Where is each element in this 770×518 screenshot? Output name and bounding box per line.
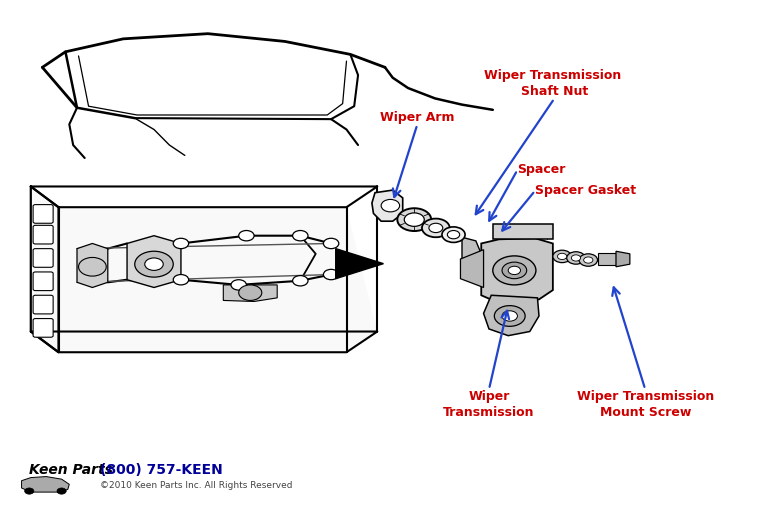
Circle shape xyxy=(173,238,189,249)
Circle shape xyxy=(145,258,163,270)
Circle shape xyxy=(553,250,571,263)
Circle shape xyxy=(493,256,536,285)
Text: Wiper Transmission 
Shaft Nut: Wiper Transmission Shaft Nut xyxy=(484,69,625,98)
FancyBboxPatch shape xyxy=(33,205,53,223)
Text: Wiper Transmission
Mount Screw: Wiper Transmission Mount Screw xyxy=(577,390,714,419)
Circle shape xyxy=(502,311,517,321)
Text: Keen Parts: Keen Parts xyxy=(29,463,113,478)
Text: Spacer: Spacer xyxy=(517,163,566,177)
Circle shape xyxy=(25,488,34,494)
FancyBboxPatch shape xyxy=(33,272,53,291)
Circle shape xyxy=(567,252,585,264)
Text: Spacer Gasket: Spacer Gasket xyxy=(535,184,636,197)
Circle shape xyxy=(404,213,424,226)
Circle shape xyxy=(323,269,339,280)
Polygon shape xyxy=(372,190,403,221)
Polygon shape xyxy=(493,224,553,239)
Polygon shape xyxy=(127,236,181,287)
Polygon shape xyxy=(481,238,553,303)
Circle shape xyxy=(79,257,106,276)
Circle shape xyxy=(584,257,593,263)
Text: Wiper Arm: Wiper Arm xyxy=(380,111,454,124)
Polygon shape xyxy=(616,251,630,267)
Circle shape xyxy=(502,262,527,279)
Circle shape xyxy=(293,276,308,286)
Circle shape xyxy=(397,208,431,231)
Polygon shape xyxy=(462,237,481,268)
FancyBboxPatch shape xyxy=(33,319,53,337)
Circle shape xyxy=(494,306,525,326)
Polygon shape xyxy=(336,249,383,279)
Polygon shape xyxy=(484,295,539,336)
Circle shape xyxy=(422,219,450,237)
Polygon shape xyxy=(31,186,377,352)
Text: (800) 757-KEEN: (800) 757-KEEN xyxy=(100,463,223,478)
Circle shape xyxy=(508,266,521,275)
Circle shape xyxy=(135,251,173,277)
Circle shape xyxy=(231,280,246,290)
FancyBboxPatch shape xyxy=(33,295,53,314)
FancyBboxPatch shape xyxy=(33,249,53,267)
Circle shape xyxy=(429,223,443,233)
Circle shape xyxy=(293,231,308,241)
Circle shape xyxy=(239,285,262,300)
Circle shape xyxy=(381,199,400,212)
Text: ©2010 Keen Parts Inc. All Rights Reserved: ©2010 Keen Parts Inc. All Rights Reserve… xyxy=(100,481,293,491)
Circle shape xyxy=(442,227,465,242)
Polygon shape xyxy=(598,253,616,265)
Circle shape xyxy=(323,238,339,249)
Polygon shape xyxy=(460,250,484,287)
Circle shape xyxy=(173,275,189,285)
Polygon shape xyxy=(77,243,108,287)
FancyBboxPatch shape xyxy=(33,225,53,244)
Circle shape xyxy=(239,231,254,241)
Polygon shape xyxy=(223,285,277,301)
Text: Wiper
Transmission: Wiper Transmission xyxy=(444,390,534,419)
Circle shape xyxy=(447,231,460,239)
Circle shape xyxy=(57,488,66,494)
Polygon shape xyxy=(22,477,69,492)
Circle shape xyxy=(579,254,598,266)
Circle shape xyxy=(557,253,567,260)
Circle shape xyxy=(571,255,581,261)
